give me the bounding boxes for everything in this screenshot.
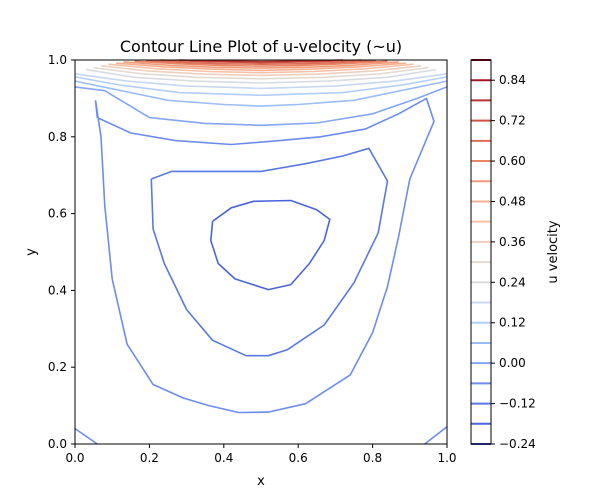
x-tick-label: 0.6 (289, 451, 308, 465)
contour-line (179, 59, 343, 63)
x-axis-label: x (257, 474, 265, 489)
contour-line (123, 61, 399, 69)
y-tick-label: 0.0 (48, 437, 67, 451)
contour-line (100, 65, 422, 77)
contour-line (210, 199, 331, 291)
colorbar-tick-label: 0.36 (499, 235, 526, 249)
colorbar-tick-label: 0.60 (499, 154, 526, 168)
contour-line (150, 147, 389, 357)
plot-area (74, 59, 448, 445)
colorbar-tick-label: 0.72 (499, 114, 526, 128)
x-tick-label: 0.8 (363, 451, 382, 465)
colorbar-label: u velocity (546, 220, 561, 283)
y-axis: 0.0 0.2 0.4 0.6 0.8 1.0 (48, 53, 75, 451)
x-tick-label: 1.0 (437, 451, 456, 465)
x-tick-label: 0.4 (214, 451, 233, 465)
y-tick-label: 1.0 (48, 53, 67, 67)
contour-line (134, 60, 388, 67)
y-tick-label: 0.4 (48, 283, 67, 297)
colorbar-frame (470, 59, 492, 445)
contour-line (74, 80, 448, 107)
colorbar-tick-label: 0.12 (499, 316, 526, 330)
contour-line (74, 427, 98, 445)
x-tick-label: 0.0 (65, 451, 84, 465)
contour-line (160, 59, 362, 64)
colorbar: −0.24 −0.12 0.00 0.12 0.24 0.36 0.48 0.60 0.72 0.… (470, 59, 561, 451)
contour-line (74, 73, 448, 90)
contour-line (74, 76, 448, 97)
contour-line (115, 62, 407, 72)
colorbar-tick-label: 0.48 (499, 194, 526, 208)
y-tick-label: 0.2 (48, 360, 67, 374)
contour-line (424, 426, 448, 445)
contour-line (74, 86, 448, 127)
plot-frame (74, 59, 448, 445)
colorbar-tick-label: −0.12 (499, 397, 536, 411)
contour-line (86, 68, 436, 84)
contour-line (108, 63, 414, 74)
y-axis-label: y (24, 248, 39, 256)
colorbar-ticks: −0.24 −0.12 0.00 0.12 0.24 0.36 0.48 0.60 0.72 0.… (491, 73, 536, 451)
colorbar-tick-label: 0.24 (499, 275, 526, 289)
colorbar-tick-label: −0.24 (499, 437, 536, 451)
x-axis: 0.0 0.2 0.4 0.6 0.8 1.0 (65, 444, 457, 465)
chart-title: Contour Line Plot of u-velocity (~u) (120, 37, 402, 56)
contour-layer (74, 59, 448, 445)
contour-line (93, 66, 429, 80)
contour-line (94, 97, 435, 414)
x-tick-label: 0.2 (140, 451, 159, 465)
colorbar-tick-label: 0.00 (499, 356, 526, 370)
y-tick-label: 0.8 (48, 130, 67, 144)
colorbar-tick-label: 0.84 (499, 73, 526, 87)
contour-line (145, 59, 377, 65)
y-tick-label: 0.6 (48, 207, 67, 221)
